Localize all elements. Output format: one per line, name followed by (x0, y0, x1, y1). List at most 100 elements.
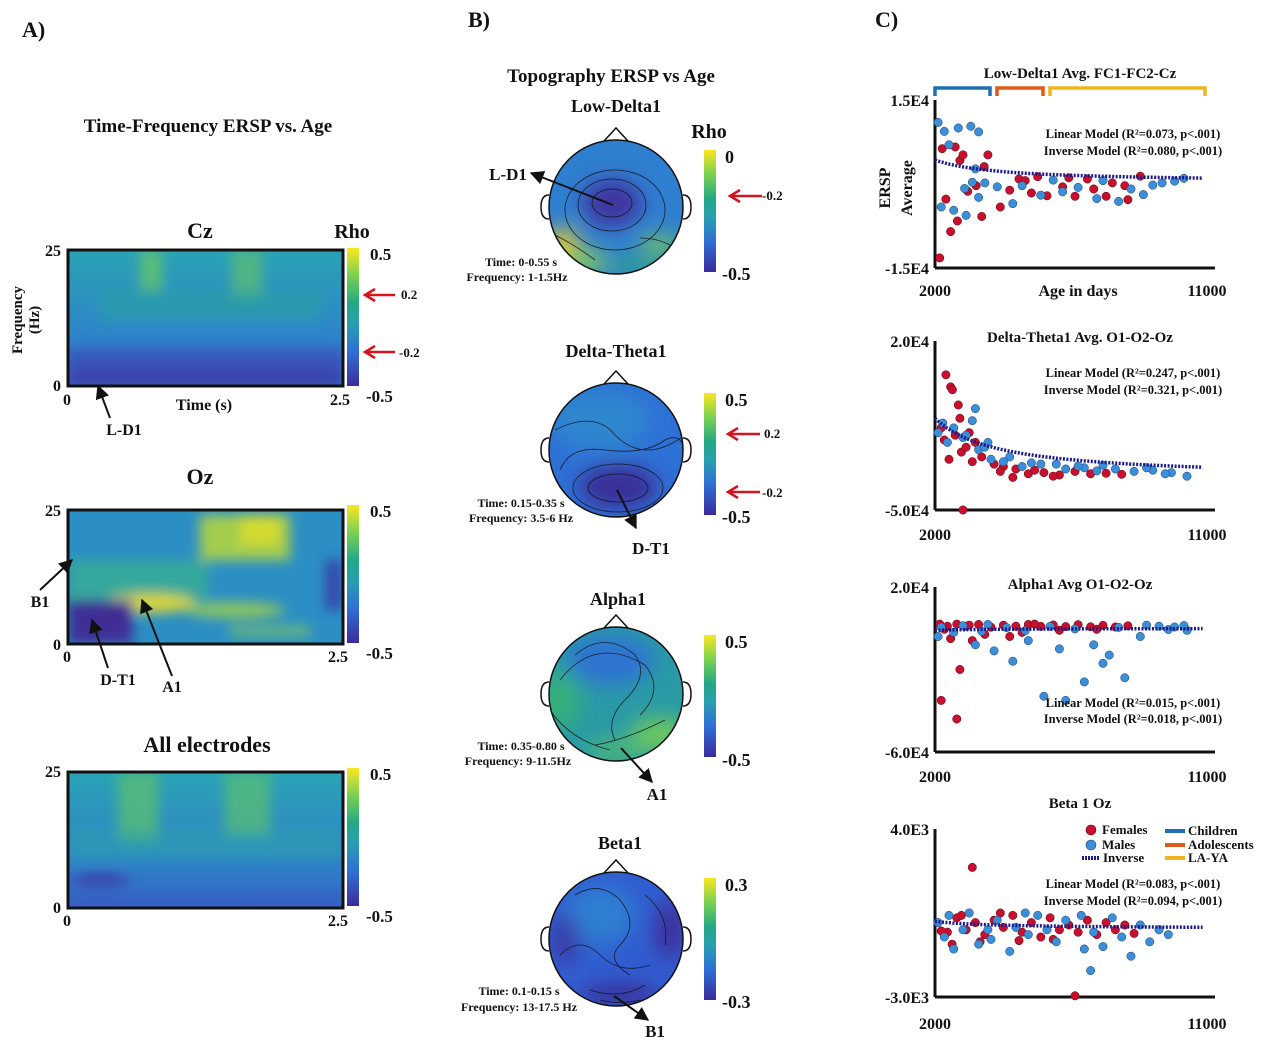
data-point-males (983, 620, 993, 629)
scatter-title: Delta-Theta1 Avg. O1-O2-Oz (987, 330, 1173, 346)
oz-x-max: 2.5 (328, 649, 348, 666)
data-point-females (977, 212, 987, 221)
oz-b1-label: B1 (31, 594, 50, 611)
inverse-fit-line (934, 158, 1203, 180)
map3-title: Alpha1 (590, 589, 646, 609)
model-stats: Linear Model (R²=0.083, p<.001) (1046, 877, 1221, 891)
cz-cb-max: 0.5 (370, 245, 391, 264)
cz-cb-mark-neg: -0.2 (399, 345, 420, 360)
x-tick-label: 11000 (1187, 769, 1226, 786)
legend-males: Males (1102, 837, 1135, 852)
map3-time: Time: 0.35-0.80 s (477, 739, 564, 753)
data-point-females (1026, 188, 1036, 198)
map2-cb-max: 0.5 (725, 390, 748, 410)
data-point-males (983, 925, 993, 935)
map1-time: Time: 0-0.55 s (485, 255, 557, 269)
head-map-alpha1 (540, 613, 692, 762)
data-point-females (955, 665, 965, 674)
data-point-males (1017, 181, 1027, 191)
data-point-males (949, 205, 959, 215)
data-point-males (936, 622, 946, 632)
head-map-low-delta1 (540, 126, 692, 275)
oz-a1-label: A1 (162, 679, 182, 696)
red-arrow-icon (362, 287, 395, 360)
data-point-males (974, 939, 984, 949)
map2-arrow (616, 489, 637, 530)
model-stats: Linear Model (R²=0.247, p<.001) (1046, 366, 1221, 380)
data-point-females (1120, 920, 1130, 930)
map3-label: A1 (647, 785, 668, 804)
cz-ld1-label: L-D1 (106, 422, 142, 439)
data-point-males (964, 908, 974, 918)
data-point-females (953, 400, 963, 410)
data-point-females (961, 442, 971, 452)
oz-a1-arrow (140, 598, 173, 677)
all-title: All electrodes (143, 732, 271, 757)
data-point-males (1051, 459, 1061, 469)
data-point-males (1048, 175, 1058, 185)
y-tick-label: -6.0E4 (885, 745, 929, 762)
data-point-males (1039, 691, 1049, 701)
all-x-min: 0 (63, 913, 71, 930)
data-point-males (970, 640, 980, 650)
data-point-females (1129, 928, 1139, 938)
data-point-females (967, 862, 977, 872)
data-point-females (1070, 991, 1080, 1001)
oz-dt1-label: D-T1 (100, 672, 136, 689)
map3-cb-max: 0.5 (725, 632, 748, 652)
model-stats: Inverse Model (R²=0.094, p<.001) (1044, 894, 1222, 908)
svg-text:Average: Average (899, 160, 916, 216)
data-point-males (944, 140, 954, 150)
data-point-females (958, 505, 968, 515)
data-point-males (1076, 910, 1086, 920)
data-point-males (1107, 913, 1117, 923)
svg-text:Frequency: Frequency (10, 285, 26, 354)
data-point-females (937, 144, 947, 154)
map4-cb-min: -0.3 (722, 992, 751, 1012)
y-tick-label: 4.0E3 (890, 822, 929, 839)
data-point-females (1073, 927, 1083, 937)
data-point-males (1126, 951, 1136, 961)
panel-b-letter: B) (468, 7, 490, 32)
data-point-males (1092, 466, 1102, 476)
data-point-females (1039, 468, 1049, 478)
data-point-males (1160, 469, 1170, 479)
data-point-males (1086, 966, 1096, 976)
map1-arrow (529, 171, 614, 206)
data-point-males (1098, 658, 1108, 668)
data-point-females (1089, 184, 1099, 194)
map2-time: Time: 0.15-0.35 s (477, 496, 564, 510)
data-point-males (1079, 677, 1089, 687)
x-tick-label: 2000 (919, 1016, 951, 1033)
data-point-males (1073, 461, 1083, 471)
stage-brackets (933, 86, 1207, 96)
data-point-females (1101, 918, 1111, 928)
oz-colorbar (347, 505, 359, 643)
cz-frame (66, 248, 345, 388)
data-point-females (1014, 936, 1024, 946)
rho-label-b: Rho (691, 121, 727, 143)
svg-text:ERSP: ERSP (877, 167, 894, 208)
scatter-title: Beta 1 Oz (1049, 796, 1112, 812)
data-point-females (1123, 195, 1133, 205)
panel-a-heading: Time-Frequency ERSP vs. Age (84, 116, 332, 137)
map4-colorbar (704, 878, 716, 1000)
data-point-males (980, 178, 990, 188)
y-tick-label: -5.0E4 (885, 503, 929, 520)
y-tick-label: 2.0E4 (890, 580, 929, 597)
data-point-males (967, 416, 977, 426)
data-point-males (939, 932, 949, 942)
legend: Females Males Inverse Children Adolescen… (1082, 822, 1254, 865)
map1-label: L-D1 (489, 165, 527, 184)
data-point-males (1089, 640, 1099, 650)
data-point-males (949, 944, 959, 954)
map2-freq: Frequency: 3.5-6 Hz (469, 511, 574, 525)
data-point-females (956, 910, 966, 920)
data-point-males (933, 632, 943, 641)
data-point-males (1089, 927, 1099, 937)
legend-female-marker (1085, 824, 1097, 836)
data-point-males (1023, 930, 1033, 940)
data-point-females (1048, 471, 1058, 481)
cz-y-min: 0 (53, 378, 61, 395)
